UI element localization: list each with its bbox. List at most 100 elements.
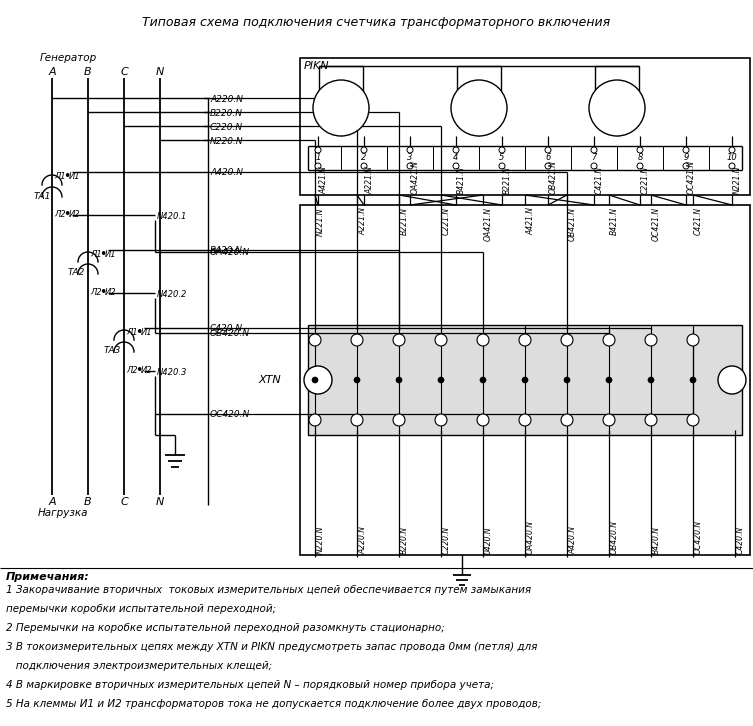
Text: 3 В токоизмерительных цепях между XTN и PIKN предусмотреть запас провода 0мм (пе: 3 В токоизмерительных цепях между XTN и …: [6, 642, 538, 652]
Text: Примечания:: Примечания:: [6, 572, 90, 582]
Text: И2: И2: [105, 288, 117, 297]
Circle shape: [561, 334, 573, 346]
Text: OA421.N: OA421.N: [484, 207, 493, 241]
Circle shape: [522, 377, 528, 383]
Text: 2: 2: [361, 153, 367, 163]
Circle shape: [451, 80, 507, 136]
Text: A220.N: A220.N: [358, 526, 367, 554]
Circle shape: [545, 147, 551, 153]
Text: ТА1: ТА1: [34, 192, 51, 201]
Circle shape: [435, 334, 447, 346]
Circle shape: [396, 377, 402, 383]
Text: 9: 9: [683, 153, 689, 163]
Text: Л1: Л1: [126, 328, 138, 337]
Circle shape: [312, 377, 318, 383]
Text: A421.N: A421.N: [319, 166, 328, 194]
Text: B: B: [84, 67, 92, 77]
Circle shape: [637, 163, 643, 169]
Text: C421.N: C421.N: [694, 207, 703, 235]
Text: B420.N: B420.N: [652, 526, 661, 554]
Circle shape: [351, 334, 363, 346]
Text: C420.N: C420.N: [210, 324, 243, 333]
Text: 0420.N: 0420.N: [484, 526, 493, 554]
Circle shape: [645, 334, 657, 346]
Circle shape: [477, 414, 489, 426]
Text: ТА2: ТА2: [68, 268, 85, 277]
Text: C221.N: C221.N: [641, 166, 650, 194]
Text: OC420.N: OC420.N: [210, 410, 250, 419]
Circle shape: [589, 80, 645, 136]
Circle shape: [393, 334, 405, 346]
Text: N221.N: N221.N: [316, 207, 325, 235]
Text: C: C: [120, 67, 128, 77]
Circle shape: [435, 414, 447, 426]
Text: •: •: [63, 208, 70, 221]
Text: 3: 3: [407, 153, 413, 163]
Circle shape: [393, 414, 405, 426]
Text: Л2: Л2: [126, 366, 138, 375]
Circle shape: [687, 334, 699, 346]
Circle shape: [545, 163, 551, 169]
Circle shape: [453, 163, 459, 169]
Text: C420.N: C420.N: [736, 526, 745, 554]
Text: •: •: [135, 326, 142, 339]
Text: 1: 1: [316, 153, 321, 163]
Text: N420.2: N420.2: [157, 290, 187, 299]
Circle shape: [591, 147, 597, 153]
Text: Генератор: Генератор: [40, 53, 97, 63]
Text: B220.N: B220.N: [400, 526, 409, 554]
Text: Типовая схема подключения счетчика трансформаторного включения: Типовая схема подключения счетчика транс…: [142, 16, 610, 29]
Text: B: B: [84, 497, 92, 507]
Text: Нагрузка: Нагрузка: [38, 508, 89, 518]
Text: B220.N: B220.N: [210, 109, 243, 118]
Text: A221.N: A221.N: [358, 207, 367, 235]
Text: •: •: [99, 286, 106, 299]
Circle shape: [354, 377, 360, 383]
Circle shape: [690, 377, 696, 383]
Circle shape: [561, 414, 573, 426]
Circle shape: [591, 163, 597, 169]
Text: C220.N: C220.N: [210, 123, 243, 132]
Text: OB420.N: OB420.N: [210, 329, 250, 338]
Text: И1: И1: [141, 328, 153, 337]
Circle shape: [729, 147, 735, 153]
Text: N220.N: N220.N: [316, 526, 325, 554]
Text: OA421.N: OA421.N: [411, 160, 420, 194]
Text: N221.N: N221.N: [733, 166, 742, 194]
Text: C221.N: C221.N: [442, 207, 451, 235]
Text: 4: 4: [453, 153, 459, 163]
Circle shape: [645, 414, 657, 426]
Text: A421.N: A421.N: [526, 207, 535, 235]
Text: A: A: [48, 67, 56, 77]
Circle shape: [453, 147, 459, 153]
Text: подключения электроизмерительных клещей;: подключения электроизмерительных клещей;: [6, 661, 272, 671]
Text: N: N: [156, 497, 164, 507]
Text: C421.N: C421.N: [595, 166, 604, 194]
Text: N420.3: N420.3: [157, 368, 187, 377]
Text: C220.N: C220.N: [442, 526, 451, 554]
Circle shape: [683, 163, 689, 169]
Circle shape: [315, 147, 321, 153]
Text: OC421.N: OC421.N: [687, 160, 696, 194]
Text: 4 В маркировке вторичных измерительных цепей N – порядковый номер прибора учета;: 4 В маркировке вторичных измерительных ц…: [6, 680, 494, 690]
Bar: [300, 58, 750, 195]
Text: •: •: [135, 364, 142, 377]
Circle shape: [315, 163, 321, 169]
Text: И1: И1: [105, 250, 117, 259]
Text: A: A: [48, 497, 56, 507]
Text: OB420.N: OB420.N: [610, 520, 619, 554]
Text: N420.1: N420.1: [157, 212, 187, 221]
Text: B421.N: B421.N: [457, 166, 466, 194]
Text: И2: И2: [141, 366, 153, 375]
Circle shape: [407, 163, 413, 169]
Circle shape: [313, 80, 369, 136]
Circle shape: [477, 334, 489, 346]
Text: B221.N: B221.N: [400, 207, 409, 235]
Text: И1: И1: [69, 172, 81, 181]
Circle shape: [519, 414, 531, 426]
Circle shape: [687, 414, 699, 426]
Text: Л2: Л2: [90, 288, 102, 297]
Text: B421.N: B421.N: [610, 207, 619, 235]
Circle shape: [438, 377, 444, 383]
Circle shape: [603, 414, 615, 426]
